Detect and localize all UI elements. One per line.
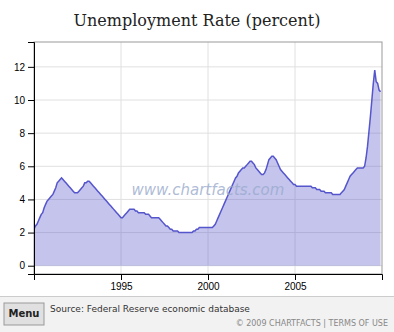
footer-text: Source: Federal Reserve economic databas… xyxy=(50,304,250,314)
tick-mark xyxy=(295,274,296,280)
tick-label: 1995 xyxy=(110,281,133,292)
footer-border xyxy=(0,296,394,297)
tick-label: 4 xyxy=(19,194,25,205)
grid xyxy=(34,42,382,274)
tick-label: 8 xyxy=(19,128,25,139)
footer-right: © 2009 CHARTFACTS | TERMS OF USE xyxy=(236,319,388,328)
tick-label: 10 xyxy=(14,95,26,106)
title: Unemployment Rate (percent) xyxy=(74,11,321,30)
x-axis: 1995 2000 2005 xyxy=(35,274,383,292)
tick-mark xyxy=(28,233,34,234)
tick-label: 0 xyxy=(19,260,25,271)
tick-mark xyxy=(28,133,34,134)
marks xyxy=(34,70,381,266)
y-axis: 0 2 4 6 8 10 12 xyxy=(14,43,35,275)
tick-label: 12 xyxy=(14,62,26,73)
axis-line xyxy=(35,275,383,281)
tick-mark xyxy=(28,67,34,68)
menu-box xyxy=(4,303,44,325)
tick: 12 xyxy=(14,62,34,73)
tick: 10 xyxy=(14,95,34,106)
tick-label: 2 xyxy=(19,227,25,238)
tick: 0 xyxy=(19,260,34,271)
tick-mark xyxy=(28,266,34,267)
watermark: www.chartfacts.com xyxy=(132,181,285,199)
tick: 2005 xyxy=(284,274,307,292)
tick: 4 xyxy=(19,194,34,205)
tick-label: 2000 xyxy=(197,281,220,292)
tick: 2 xyxy=(19,227,34,238)
plot-frame xyxy=(34,42,382,274)
tick-label: 6 xyxy=(19,161,25,172)
footer: Menu Source: Federal Reserve economic dat… xyxy=(0,296,394,332)
tick: 8 xyxy=(19,128,34,139)
tick-mark xyxy=(28,199,34,200)
plot: www.chartfacts.com 1995 2000 2005 0 2 4 6 8 10 12 xyxy=(14,42,383,292)
axis-line xyxy=(28,43,35,275)
footer-background xyxy=(0,296,394,332)
tick: 6 xyxy=(19,161,34,172)
area xyxy=(34,70,381,266)
tick-mark xyxy=(121,274,122,280)
tick-label: 2005 xyxy=(284,281,307,292)
menu-text: Menu xyxy=(9,308,40,319)
tick-mark xyxy=(28,100,34,101)
tick: 2000 xyxy=(197,274,220,292)
tick: 1995 xyxy=(110,274,133,292)
tick-mark xyxy=(28,166,34,167)
chart: Unemployment Rate (percent) www.chartfact… xyxy=(0,0,394,332)
line xyxy=(34,70,381,232)
tick-mark xyxy=(208,274,209,280)
